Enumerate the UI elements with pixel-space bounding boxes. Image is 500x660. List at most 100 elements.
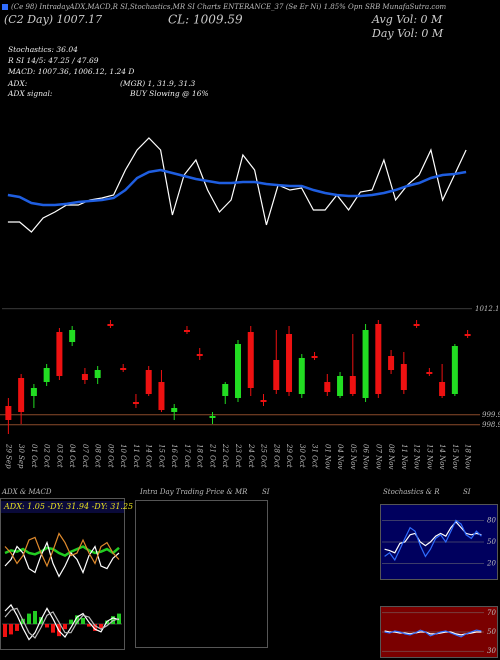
rsi-stat: R SI 14/5: 47.25 / 47.69 — [7, 56, 99, 65]
day-close: (C2 Day) 1007.17 — [4, 13, 102, 26]
candle-body — [286, 334, 293, 392]
series-line — [4, 540, 120, 578]
candle-body — [464, 334, 471, 336]
macd-bar — [51, 624, 55, 633]
x-tick-label: 10 Oct — [119, 444, 127, 468]
series-line — [4, 603, 120, 641]
macd-bar — [87, 624, 91, 627]
logo-square — [2, 4, 8, 10]
candle-body — [247, 332, 254, 388]
level-label: 998.92 — [482, 421, 500, 429]
x-tick-label: 21 Oct — [208, 443, 216, 468]
x-tick-label: 15 Oct — [157, 444, 165, 468]
candle-body — [400, 364, 407, 390]
macd-bar — [15, 624, 19, 631]
macd-bar — [69, 619, 73, 624]
macd-bar — [3, 624, 7, 637]
panel-title: Intra Day Trading Price & MR — [139, 488, 248, 496]
adx-label: ADX: — [7, 79, 28, 88]
macd-bar — [81, 617, 85, 624]
x-tick-label: 14 Nov — [438, 444, 446, 469]
candle-body — [209, 416, 216, 418]
x-tick-label: 14 Oct — [145, 444, 153, 468]
series-line — [4, 532, 120, 568]
adx-signal-label: ADX signal: — [7, 89, 53, 98]
x-tick-label: 04 Nov — [336, 444, 344, 469]
macd-bar — [27, 613, 31, 624]
x-tick-label: 06 Nov — [362, 444, 370, 469]
x-tick-label: 31 Oct — [311, 444, 319, 468]
series-line — [7, 168, 467, 207]
candle-body — [18, 378, 25, 412]
x-tick-label: 11 Nov — [400, 444, 408, 469]
x-tick-label: 13 Nov — [425, 444, 433, 469]
x-tick-label: 25 Oct — [260, 443, 268, 468]
subtitle-background — [1, 501, 124, 513]
macd-bar — [9, 624, 13, 635]
close: CL: 1009.59 — [168, 13, 243, 27]
candle-body — [132, 402, 139, 404]
x-tick-label: 22 Oct — [221, 443, 229, 468]
stochastics-stat: Stochastics: 36.04 — [8, 45, 78, 54]
candle-body — [30, 388, 37, 396]
panel-frame — [380, 504, 498, 580]
candle-body — [439, 382, 446, 396]
x-tick-label: 08 Nov — [387, 444, 395, 469]
candle-body — [94, 370, 101, 378]
x-tick-label: 17 Oct — [183, 444, 191, 468]
x-tick-label: 05 Nov — [349, 444, 357, 469]
avg-vol: Avg Vol: 0 M — [371, 13, 443, 26]
y-tick-label: 50 — [487, 538, 496, 546]
candle-body — [196, 354, 203, 356]
level-label: 999.92 — [482, 411, 500, 419]
macd-bar — [63, 624, 67, 630]
candle-body — [5, 406, 12, 420]
x-tick-label: 08 Oct — [94, 444, 102, 468]
x-tick-label: 16 Oct — [170, 444, 178, 468]
candle-body — [388, 356, 395, 370]
candle-body — [43, 368, 50, 382]
panel-frame — [135, 500, 268, 648]
y-tick-label: 80 — [487, 516, 496, 524]
macd-bar — [75, 615, 79, 624]
x-tick-label: 24 Oct — [247, 443, 255, 468]
series-line — [384, 519, 482, 562]
adx-signal: BUY Slowing @ 16% — [129, 89, 209, 98]
candle-body — [107, 324, 114, 326]
macd-stat: MACD: 1007.36, 1006.12, 1.24 D — [7, 67, 134, 76]
x-tick-label: 30 Oct — [298, 444, 306, 468]
x-tick-label: 02 Oct — [43, 444, 51, 468]
y-tick-label: 30 — [487, 647, 496, 655]
series-line — [4, 545, 120, 558]
x-tick-label: 12 Nov — [413, 444, 421, 469]
y-tick-label: 20 — [486, 560, 496, 568]
x-tick-label: 04 Oct — [68, 444, 76, 468]
x-tick-label: 28 Oct — [272, 443, 280, 468]
x-tick-label: 15 Nov — [451, 444, 459, 469]
macd-bar — [33, 611, 37, 624]
candle-body — [375, 324, 382, 394]
x-tick-label: 01 Nov — [323, 444, 331, 469]
candle-body — [222, 384, 229, 396]
x-tick-label: 18 Oct — [196, 444, 204, 468]
panel-title: ADX & MACD — [1, 488, 52, 496]
x-tick-label: 30 Sep — [17, 444, 25, 469]
x-tick-label: 09 Oct — [106, 444, 114, 468]
candle-body — [451, 346, 458, 394]
panel-title: SI — [463, 488, 471, 496]
header-title: (Ce 98) IntradayADX,MACD,R SI,Stochastic… — [11, 3, 447, 11]
x-tick-label: 29 Sep — [4, 443, 12, 469]
panel-subtitle: ADX: 1.05 -DY: 31.94 -DY: 31.25 — [3, 502, 133, 511]
candle-body — [426, 372, 433, 374]
day-vol: Day Vol: 0 M — [371, 27, 444, 40]
x-tick-label: 29 Oct — [285, 443, 293, 468]
x-tick-label: 23 Oct — [234, 443, 242, 468]
y-tick-label: 50 — [487, 628, 496, 636]
y-tick-label: 1012.11 — [475, 305, 500, 313]
candle-body — [337, 376, 344, 396]
panel-title: Stochastics & R — [383, 488, 440, 496]
x-tick-label: 18 Nov — [464, 444, 472, 469]
candle-body — [145, 370, 152, 394]
macd-bar — [93, 624, 97, 631]
candle-body — [183, 330, 190, 332]
